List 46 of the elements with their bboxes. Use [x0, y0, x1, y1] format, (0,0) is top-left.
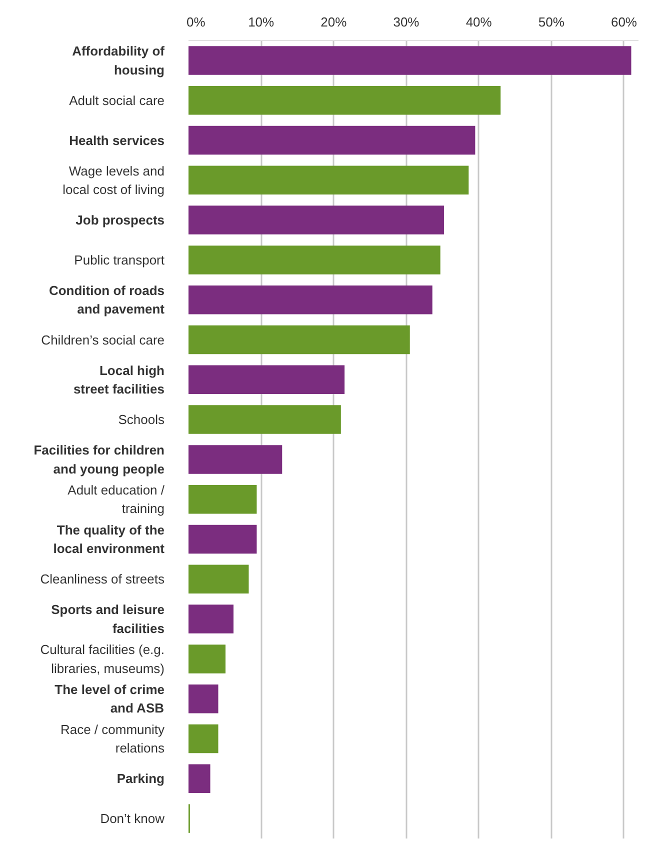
x-tick-label: 40%	[466, 14, 492, 30]
x-tick-label: 10%	[248, 14, 275, 30]
y-tick-label: Children’s social care	[41, 332, 165, 348]
bar	[188, 405, 341, 434]
bar	[188, 325, 410, 354]
y-tick-label: Local high street facilities	[73, 362, 165, 397]
y-tick-label: Affordability of housing	[72, 44, 166, 78]
bar	[188, 246, 440, 274]
bar	[188, 604, 234, 634]
bar	[188, 724, 218, 754]
bar	[188, 564, 249, 594]
y-tick-label: The level of crime and ASB	[54, 682, 165, 716]
y-tick-label: Adult social care	[69, 92, 165, 108]
bar	[188, 285, 432, 314]
y-tick-label: Sports and leisure facilities	[51, 602, 165, 636]
bar	[188, 524, 257, 554]
y-tick-label: The quality of the local environment	[53, 522, 166, 556]
x-tick-label: 20%	[320, 14, 348, 30]
x-tick-label: 50%	[538, 14, 565, 30]
bar	[188, 365, 345, 394]
x-tick-label: 60%	[610, 14, 638, 30]
bar	[188, 445, 282, 474]
y-tick-label: Schools	[118, 412, 165, 428]
y-tick-label: Race / community relations	[60, 722, 165, 756]
bar	[188, 644, 226, 674]
bar	[188, 684, 218, 714]
y-tick-label: Cleanliness of streets	[40, 572, 165, 587]
y-tick-label: Don’t know	[100, 811, 166, 826]
x-tick-label: 0%	[186, 14, 206, 30]
y-tick-label: Facilities for children and young people	[34, 442, 165, 476]
y-tick-label: Wage levels and local cost of living	[62, 163, 165, 198]
y-tick-label: Job prospects	[76, 212, 165, 228]
bar	[188, 126, 476, 155]
x-tick-label: 30%	[393, 14, 420, 30]
bar	[188, 86, 501, 115]
bar	[188, 764, 210, 794]
bar	[188, 484, 257, 514]
y-tick-label: Cultural facilities (e.g. libraries, museums)	[40, 642, 165, 676]
bar	[188, 206, 444, 234]
bar	[188, 46, 632, 75]
y-tick-label: Public transport	[74, 252, 165, 268]
y-tick-label: Condition of roads and pavement	[48, 282, 166, 317]
y-tick-label: Parking	[116, 771, 165, 786]
y-tick-label: Adult education / training	[68, 482, 165, 516]
y-tick-label: Health services	[69, 132, 165, 148]
bar	[188, 166, 469, 195]
